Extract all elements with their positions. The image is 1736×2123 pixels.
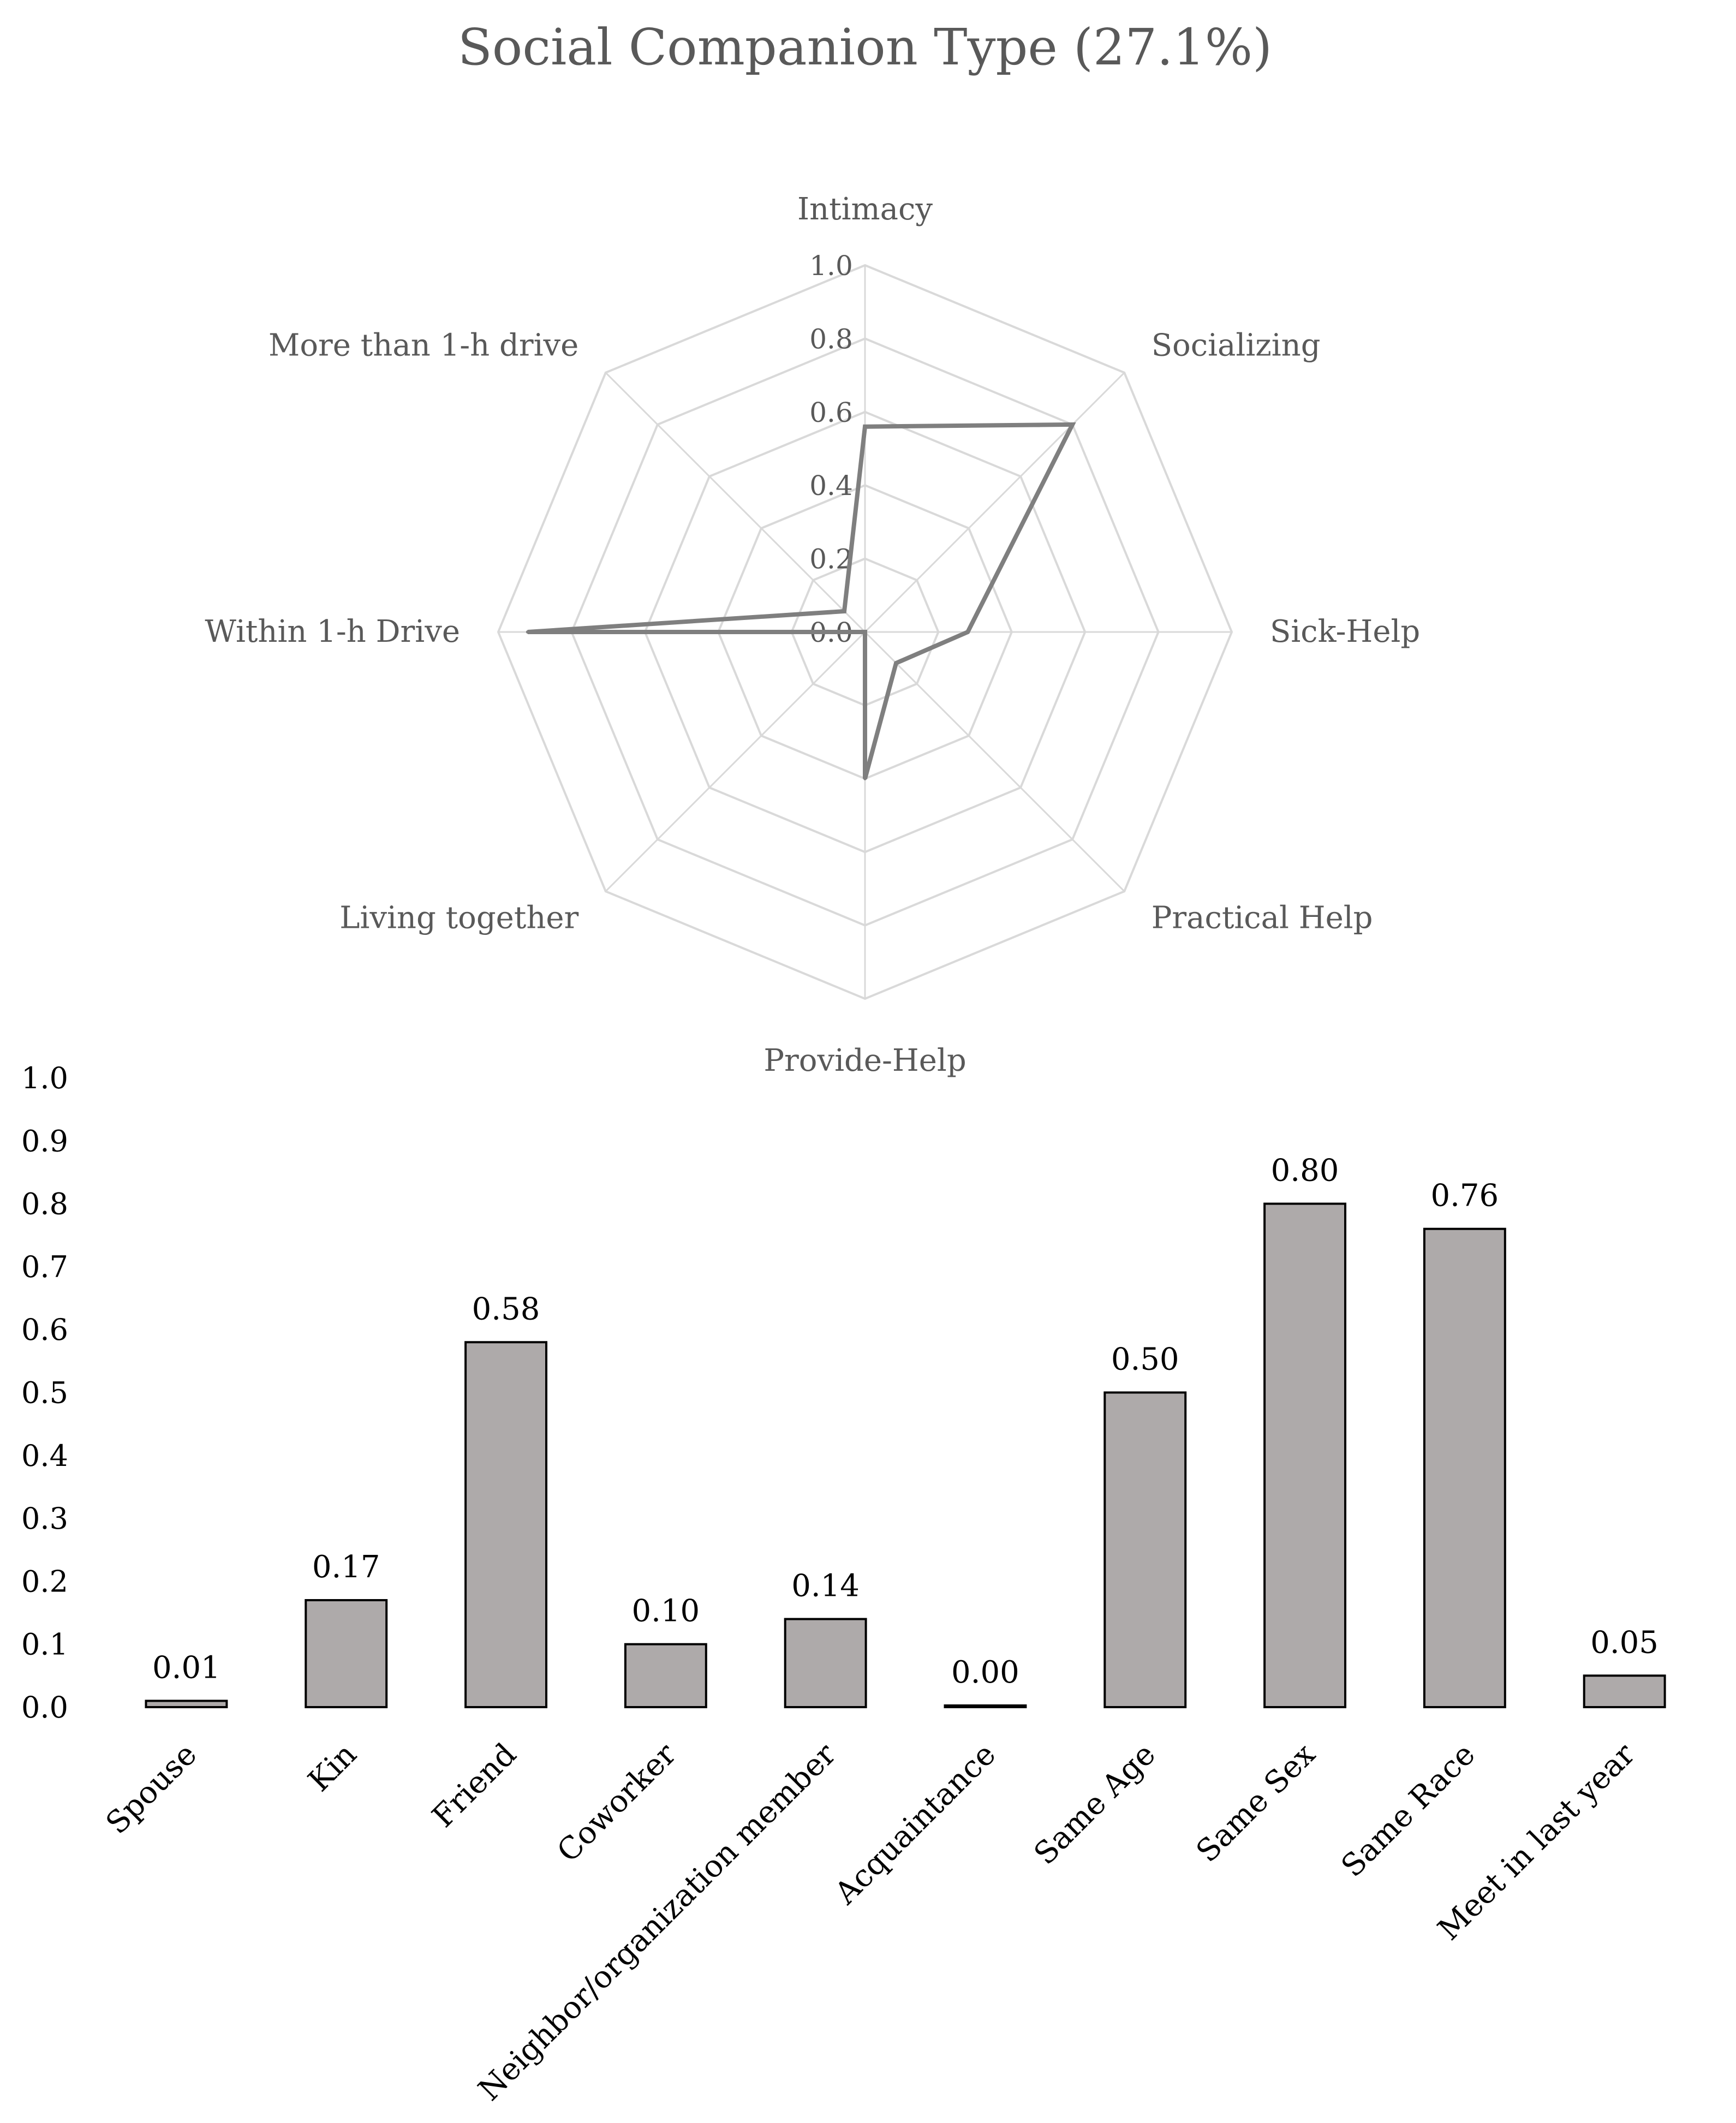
y-axis-tick-label: 0.5	[21, 1376, 68, 1410]
radar-data-point	[526, 630, 529, 634]
y-axis-tick-label: 0.8	[21, 1187, 68, 1221]
bar-value-label: 0.80	[1271, 1153, 1339, 1189]
y-axis-tick-label: 1.0	[21, 1061, 68, 1095]
bar-value-label: 0.05	[1590, 1625, 1659, 1660]
radar-axis-label: Sick-Help	[1270, 614, 1420, 649]
y-axis-tick-label: 0.4	[21, 1439, 68, 1473]
radar-axis-label: Socializing	[1152, 327, 1321, 363]
bar	[624, 1643, 707, 1708]
radar-tick-label: 0.6	[809, 397, 853, 428]
radar-data-point	[966, 630, 970, 634]
x-axis-category-label: Same Race	[1334, 1737, 1482, 1884]
radar-data-point	[863, 630, 867, 634]
radar-spoke	[864, 631, 1125, 892]
y-axis-tick-label: 0.1	[21, 1627, 68, 1662]
radar-axis-label: Intimacy	[797, 192, 933, 227]
bar	[1423, 1227, 1506, 1708]
y-axis-tick-label: 0.7	[21, 1250, 68, 1284]
radar-axis-label: Living together	[339, 901, 578, 936]
radar-data-point	[894, 661, 898, 665]
radar-data-point	[863, 425, 867, 428]
radar-axis-label: Within 1-h Drive	[205, 614, 460, 649]
radar-spoke	[605, 372, 866, 633]
bar-value-label: 0.76	[1430, 1178, 1499, 1214]
radar-axis-label: Provide-Help	[763, 1043, 966, 1078]
radar-axis-label: More than 1-h drive	[269, 327, 578, 363]
bar	[1583, 1674, 1666, 1709]
radar-axis-label: Practical Help	[1152, 901, 1373, 936]
radar-spoke	[864, 372, 1125, 633]
x-axis-category-label: Kin	[301, 1737, 363, 1799]
x-axis-category-label: Acquaintance	[828, 1737, 1003, 1912]
y-axis-tick-label: 0.6	[21, 1313, 68, 1347]
bar	[784, 1618, 867, 1709]
bar-value-label: 0.58	[472, 1291, 540, 1327]
bar	[464, 1341, 547, 1709]
x-axis-category-label: Spouse	[99, 1737, 204, 1841]
bar	[1103, 1391, 1187, 1708]
bar-value-label: 0.14	[791, 1569, 860, 1604]
bar-value-label: 0.50	[1111, 1342, 1179, 1377]
bar	[305, 1599, 388, 1708]
bar-value-label: 0.10	[631, 1594, 700, 1629]
y-axis-tick-label: 0.2	[21, 1564, 68, 1599]
bar-value-label: 0.17	[312, 1549, 380, 1585]
bar	[944, 1704, 1027, 1708]
y-axis-tick-label: 0.9	[21, 1124, 68, 1158]
x-axis-category-label: Friend	[426, 1737, 523, 1834]
radar-spoke	[605, 631, 866, 892]
radar-data-point	[1071, 422, 1075, 426]
radar-data-point	[863, 777, 867, 780]
radar-tick-label: 0.2	[809, 544, 853, 575]
bar	[145, 1699, 228, 1708]
x-axis-category-label: Coworker	[551, 1737, 683, 1869]
bar-chart: 0.0 0.1 0.2 0.3 0.4 0.5 0.6 0.7 0.8 0.9 1.0 0.01 Spo…	[21, 1061, 1666, 2108]
radar-chart: 0.00.20.40.60.81.0IntimacySocializingSic…	[205, 192, 1420, 1078]
x-axis-category-label: Same Age	[1027, 1737, 1162, 1872]
bar	[1263, 1202, 1347, 1709]
y-axis-tick-label: 0.0	[21, 1690, 68, 1725]
bar-value-label: 0.00	[951, 1655, 1019, 1690]
x-axis-category-label: Neighbor/organization member	[472, 1737, 843, 2108]
y-axis-tick-label: 0.3	[21, 1501, 68, 1536]
chart-title: Social Companion Type (27.1%)	[458, 18, 1272, 76]
x-axis-category-label: Same Sex	[1190, 1737, 1322, 1869]
radar-data-point	[843, 610, 846, 613]
radar-tick-label: 0.8	[809, 323, 853, 355]
bar-value-label: 0.01	[152, 1650, 220, 1686]
radar-tick-label: 0.4	[809, 470, 853, 502]
radar-tick-label: 1.0	[809, 250, 853, 282]
